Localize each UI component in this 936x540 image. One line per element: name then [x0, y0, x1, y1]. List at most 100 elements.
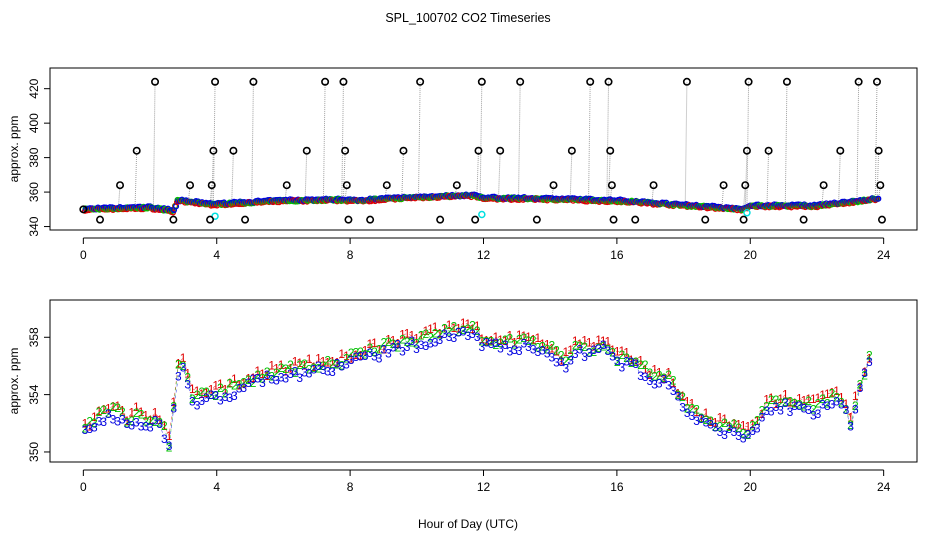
- bottom-series-2-point: 2: [670, 374, 677, 388]
- bottom-series-1-point: 1: [703, 406, 710, 420]
- top-cal-point: [478, 210, 486, 219]
- bottom-series-1-point: 1: [521, 329, 528, 343]
- top-reference-point: [416, 77, 425, 86]
- bottom-series-2-point: 2: [595, 341, 602, 355]
- bottom-series-1-point: 1: [805, 392, 812, 406]
- bottom-series-2-point: 2: [450, 320, 457, 334]
- bottom-series-3-point: 3: [194, 398, 201, 412]
- bottom-series-1-point: 1: [633, 355, 640, 369]
- bottom-series-3-point: 3: [745, 428, 752, 442]
- bottom-series-1-point: 1: [661, 372, 668, 386]
- bottom-series-3-point: 3: [82, 423, 89, 437]
- bottom-series-2-point: 2: [581, 340, 588, 354]
- bottom-series-2-point: 2: [675, 388, 682, 402]
- top-drop-line: [251, 81, 254, 203]
- bottom-series-3-point: 3: [777, 404, 784, 418]
- bottom-series-2-point: 2: [362, 348, 369, 362]
- bottom-series-1-point: 1: [591, 340, 598, 354]
- bottom-series-1-point: 1: [478, 332, 485, 346]
- bottom-series-1-point: 1: [259, 367, 266, 381]
- bottom-series-3-point: 3: [268, 373, 275, 387]
- top-x-tick-label: 8: [347, 248, 354, 262]
- bottom-series-2-point: 2: [577, 339, 584, 353]
- bottom-y-tick-label: 358: [27, 327, 41, 347]
- bottom-series-1-point: 1: [572, 334, 579, 348]
- bottom-series-1-point: 1: [138, 405, 145, 419]
- bottom-series-3-point: 3: [483, 336, 490, 350]
- bottom-series-2-point: 2: [782, 395, 789, 409]
- bottom-series-1-point: 1: [492, 330, 499, 344]
- bottom-series-1-point: 1: [595, 333, 602, 347]
- bottom-series-2-point: 2: [315, 361, 322, 375]
- bottom-series-3-point: 3: [469, 327, 476, 341]
- bottom-series-1-point: 1: [506, 328, 513, 342]
- bottom-series-3-point: 3: [679, 400, 686, 414]
- bottom-series-3-point: 3: [833, 394, 840, 408]
- bottom-series-1-point: 1: [474, 319, 481, 333]
- bottom-x-axis: 0 4 8 12 16 20 24: [80, 469, 891, 494]
- top-reference-point: [79, 205, 88, 214]
- bottom-series-2-point: 2: [292, 366, 299, 380]
- bottom-series-1-point: 1: [287, 362, 294, 376]
- bottom-series-2-point: 2: [408, 335, 415, 349]
- bottom-series-1-point: 1: [306, 352, 313, 366]
- bottom-series-1-point: 1: [119, 403, 126, 417]
- bottom-series-1-point: 1: [735, 418, 742, 432]
- bottom-series-3-point: 3: [245, 376, 252, 390]
- bottom-series-3-point: 3: [357, 350, 364, 364]
- top-reference-point: [206, 215, 215, 224]
- bottom-series-1-point: 1: [628, 353, 635, 367]
- top-drop-line: [518, 81, 521, 199]
- bottom-series-3-point: 3: [852, 402, 859, 416]
- bottom-series-3-point: 3: [516, 344, 523, 358]
- bottom-series-1-point: 1: [166, 429, 173, 443]
- bottom-series-3-point: 3: [819, 398, 826, 412]
- top-reference-point: [606, 146, 615, 155]
- bottom-series-1-point: 1: [488, 334, 495, 348]
- bottom-series-2-point: 2: [301, 357, 308, 371]
- bottom-series-2-point: 2: [96, 405, 103, 419]
- bottom-series-3-point: 3: [292, 364, 299, 378]
- bottom-series-3-point: 3: [301, 366, 308, 380]
- bottom-series-2-point: 2: [455, 325, 462, 339]
- bottom-series-1-point: 1: [460, 316, 467, 330]
- bottom-series-1-point: 1: [675, 386, 682, 400]
- bottom-series-2-point: 2: [647, 366, 654, 380]
- bottom-series-1-point: 1: [605, 335, 612, 349]
- bottom-series-3-point: 3: [166, 439, 173, 453]
- bottom-series-1-point: 1: [320, 354, 327, 368]
- bottom-series-1-point: 1: [563, 345, 570, 359]
- bottom-series-1-point: 1: [352, 348, 359, 362]
- bottom-series-2-point: 2: [605, 343, 612, 357]
- bottom-series-3-point: 3: [91, 421, 98, 435]
- bottom-series-3-point: 3: [628, 355, 635, 369]
- bottom-series-1-point: 1: [128, 405, 135, 419]
- top-drop-line: [766, 150, 770, 206]
- bottom-series-2-point: 2: [549, 339, 556, 353]
- bottom-series-2-point: 2: [254, 368, 261, 382]
- bottom-series-3-point: 3: [156, 417, 163, 431]
- top-drop-line: [134, 150, 138, 208]
- bottom-series-3-point: 3: [334, 356, 341, 370]
- bottom-series-3-point: 3: [128, 419, 135, 433]
- bottom-series-3-point: 3: [408, 334, 415, 348]
- bottom-series-3-point: 3: [306, 366, 313, 380]
- bottom-series-2-point: 2: [324, 353, 331, 367]
- bottom-series-2-point: 2: [833, 390, 840, 404]
- bottom-series-1-point: 1: [539, 337, 546, 351]
- bottom-series-2-point: 2: [525, 334, 532, 348]
- bottom-series-1-point: 1: [464, 317, 471, 331]
- bottom-series-2-point: 2: [492, 338, 499, 352]
- bottom-series-3-point: 3: [656, 377, 663, 391]
- bottom-series-2-point: 2: [119, 405, 126, 419]
- bottom-series-2-point: 2: [306, 363, 313, 377]
- bottom-series-2-point: 2: [273, 366, 280, 380]
- bottom-series-3-point: 3: [712, 421, 719, 435]
- bottom-series-3-point: 3: [544, 346, 551, 360]
- bottom-series-3-point: 3: [665, 378, 672, 392]
- bottom-series-2-point: 2: [352, 346, 359, 360]
- bottom-series-2-point: 2: [175, 358, 182, 372]
- bottom-series-2-point: 2: [110, 400, 117, 414]
- top-y-tick-label: 400: [27, 113, 41, 133]
